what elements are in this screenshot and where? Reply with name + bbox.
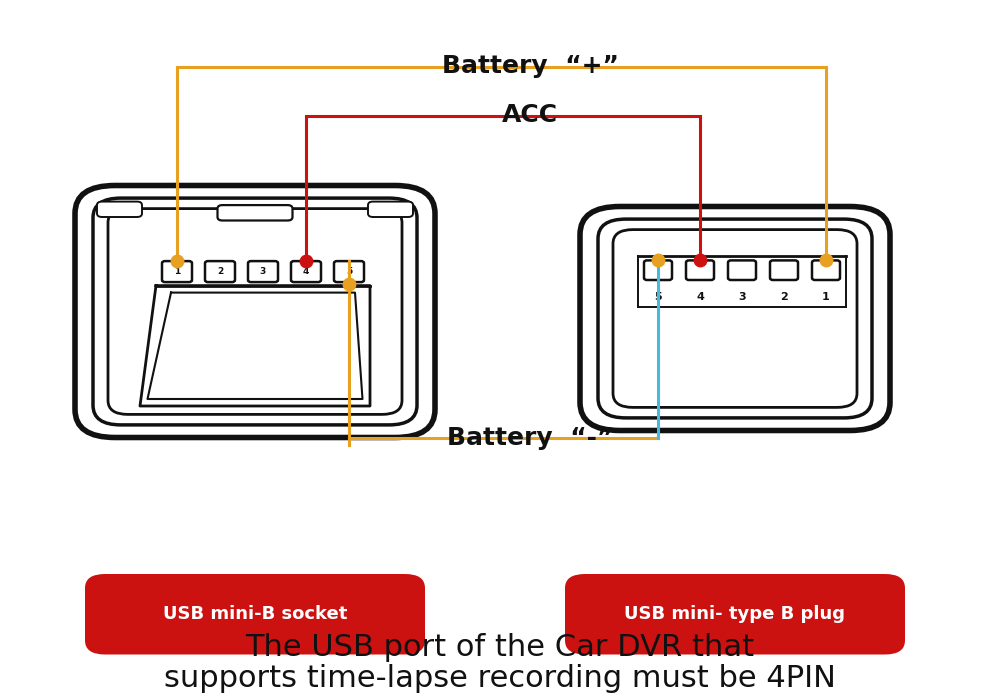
Text: USB mini-B socket: USB mini-B socket bbox=[163, 606, 347, 623]
FancyBboxPatch shape bbox=[205, 261, 235, 282]
FancyBboxPatch shape bbox=[770, 260, 798, 280]
Text: 5: 5 bbox=[346, 267, 352, 276]
Text: The USB port of the Car DVR that: The USB port of the Car DVR that bbox=[245, 633, 755, 662]
FancyBboxPatch shape bbox=[218, 205, 292, 220]
FancyBboxPatch shape bbox=[613, 230, 857, 407]
Text: 1: 1 bbox=[174, 267, 180, 276]
Text: 4: 4 bbox=[696, 293, 704, 302]
FancyBboxPatch shape bbox=[162, 261, 192, 282]
FancyBboxPatch shape bbox=[93, 198, 417, 425]
Text: supports time-lapse recording must be 4PIN: supports time-lapse recording must be 4P… bbox=[164, 664, 836, 693]
Text: 2: 2 bbox=[217, 267, 223, 276]
FancyBboxPatch shape bbox=[75, 186, 435, 438]
FancyBboxPatch shape bbox=[334, 261, 364, 282]
Polygon shape bbox=[140, 286, 370, 406]
FancyBboxPatch shape bbox=[728, 260, 756, 280]
Text: ACC: ACC bbox=[502, 104, 558, 127]
Text: Battery  “-”: Battery “-” bbox=[447, 426, 613, 449]
Text: 3: 3 bbox=[260, 267, 266, 276]
Text: USB mini- type B plug: USB mini- type B plug bbox=[624, 606, 846, 623]
Text: 4: 4 bbox=[303, 267, 309, 276]
FancyBboxPatch shape bbox=[644, 260, 672, 280]
FancyBboxPatch shape bbox=[580, 206, 890, 430]
Text: 5: 5 bbox=[654, 293, 662, 302]
Text: 2: 2 bbox=[780, 293, 788, 302]
FancyBboxPatch shape bbox=[368, 202, 413, 217]
Text: 3: 3 bbox=[738, 293, 746, 302]
FancyBboxPatch shape bbox=[812, 260, 840, 280]
FancyBboxPatch shape bbox=[108, 209, 402, 414]
FancyBboxPatch shape bbox=[598, 219, 872, 418]
FancyBboxPatch shape bbox=[85, 574, 425, 655]
FancyBboxPatch shape bbox=[565, 574, 905, 655]
FancyBboxPatch shape bbox=[291, 261, 321, 282]
FancyBboxPatch shape bbox=[97, 202, 142, 217]
FancyBboxPatch shape bbox=[686, 260, 714, 280]
FancyBboxPatch shape bbox=[248, 261, 278, 282]
Text: Battery  “+”: Battery “+” bbox=[442, 55, 618, 78]
Text: 1: 1 bbox=[822, 293, 830, 302]
